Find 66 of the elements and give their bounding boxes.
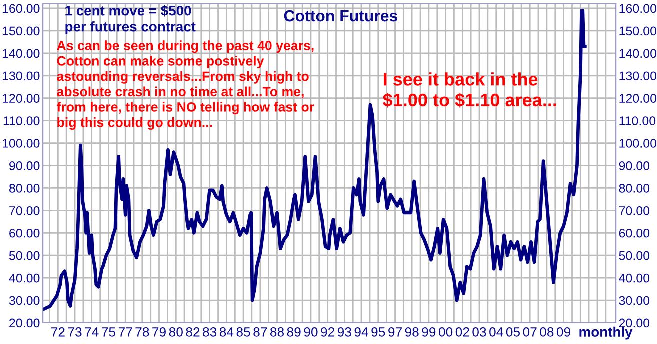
y-tick-label: 40.00 bbox=[9, 274, 40, 283]
x-tick-label: 77 bbox=[118, 328, 132, 337]
x-tick-label: 85 bbox=[236, 328, 250, 337]
annotation: 1 cent move = $500 per futures contract bbox=[66, 5, 196, 35]
x-tick-label: 05 bbox=[506, 328, 520, 337]
x-tick-label: 95 bbox=[372, 328, 386, 337]
x-tick-label: 82 bbox=[186, 328, 200, 337]
x-tick-label: 93 bbox=[338, 328, 352, 337]
y-tick-label: 80.00 bbox=[9, 184, 40, 193]
x-tick-label: 90 bbox=[304, 328, 318, 337]
y-tick-label: 130.00 bbox=[2, 72, 40, 81]
x-tick-label: 80 bbox=[169, 328, 183, 337]
y2-tick-label: 80.00 bbox=[619, 184, 650, 193]
y-tick-label: 20.00 bbox=[10, 318, 40, 328]
x-tick-label: 73 bbox=[68, 328, 82, 337]
x-tick-label: 04 bbox=[490, 328, 504, 337]
x-tick-label: 79 bbox=[152, 328, 166, 337]
y-tick-label: 110.00 bbox=[4, 116, 40, 126]
y-tick-label: 30.00 bbox=[9, 296, 40, 306]
y2-tick-label: 110.00 bbox=[620, 116, 656, 126]
y2-tick-label: 20.00 bbox=[619, 318, 650, 328]
x-tick-label: 89 bbox=[287, 328, 301, 337]
x-tick-label: 75 bbox=[102, 328, 116, 337]
y-tick-label: 60.00 bbox=[10, 228, 40, 238]
y-tick-label: 70.00 bbox=[10, 206, 40, 216]
annotation: As can be seen during the past 40 years, Cotton can make some postively astounding reversals...From sky high to absolute crash in no time at all...To me, from here, there is NO telling how fast or big this could go down... bbox=[56, 40, 314, 130]
x-tick-label: 09 bbox=[556, 328, 570, 337]
x-axis-title: monthly bbox=[580, 326, 633, 340]
x-tick-label: 84 bbox=[220, 328, 234, 337]
y-tick-label: 160.00 bbox=[2, 4, 40, 14]
x-tick-label: 94 bbox=[354, 328, 368, 337]
y2-tick-label: 70.00 bbox=[619, 206, 650, 216]
y-tick-label: 140.00 bbox=[2, 49, 40, 58]
y2-tick-label: 40.00 bbox=[619, 274, 650, 283]
y-tick-label: 100.00 bbox=[2, 139, 40, 148]
y2-tick-label: 50.00 bbox=[619, 251, 650, 260]
chart-title: Cotton Futures bbox=[284, 10, 398, 22]
x-tick-label: 78 bbox=[136, 328, 150, 337]
y2-tick-label: 60.00 bbox=[619, 228, 650, 238]
x-tick-label: 92 bbox=[321, 328, 335, 337]
y2-tick-label: 140.00 bbox=[620, 49, 657, 58]
y2-tick-label: 120.00 bbox=[620, 94, 657, 104]
x-tick-label: 02 bbox=[456, 328, 470, 337]
x-tick-label: 88 bbox=[270, 328, 284, 337]
y2-tick-label: 30.00 bbox=[619, 296, 650, 306]
x-tick-label: 87 bbox=[254, 328, 268, 337]
y2-tick-label: 130.00 bbox=[620, 72, 657, 81]
y2-tick-label: 150.00 bbox=[620, 26, 657, 36]
x-tick-label: 72 bbox=[52, 328, 65, 337]
x-tick-label: 03 bbox=[472, 328, 486, 337]
y-tick-label: 120.00 bbox=[2, 94, 40, 104]
x-tick-label: 99 bbox=[422, 328, 436, 337]
y-tick-label: 90.00 bbox=[10, 162, 40, 170]
x-tick-label: 97 bbox=[388, 328, 402, 337]
y2-tick-label: 160.00 bbox=[620, 4, 657, 14]
annotation: I see it back in the $1.00 to $1.10 area... bbox=[383, 72, 556, 108]
x-tick-label: 08 bbox=[540, 328, 554, 337]
x-tick-label: 00 bbox=[439, 328, 453, 337]
y2-tick-label: 90.00 bbox=[619, 162, 650, 170]
y2-tick-label: 100.00 bbox=[620, 139, 657, 148]
x-tick-label: 07 bbox=[523, 328, 537, 337]
y-tick-label: 150.00 bbox=[2, 26, 40, 36]
x-tick-label: 74 bbox=[85, 328, 99, 337]
x-tick-label: 98 bbox=[405, 328, 419, 337]
y-tick-label: 50.00 bbox=[9, 251, 40, 260]
x-tick-label: 83 bbox=[203, 328, 217, 337]
